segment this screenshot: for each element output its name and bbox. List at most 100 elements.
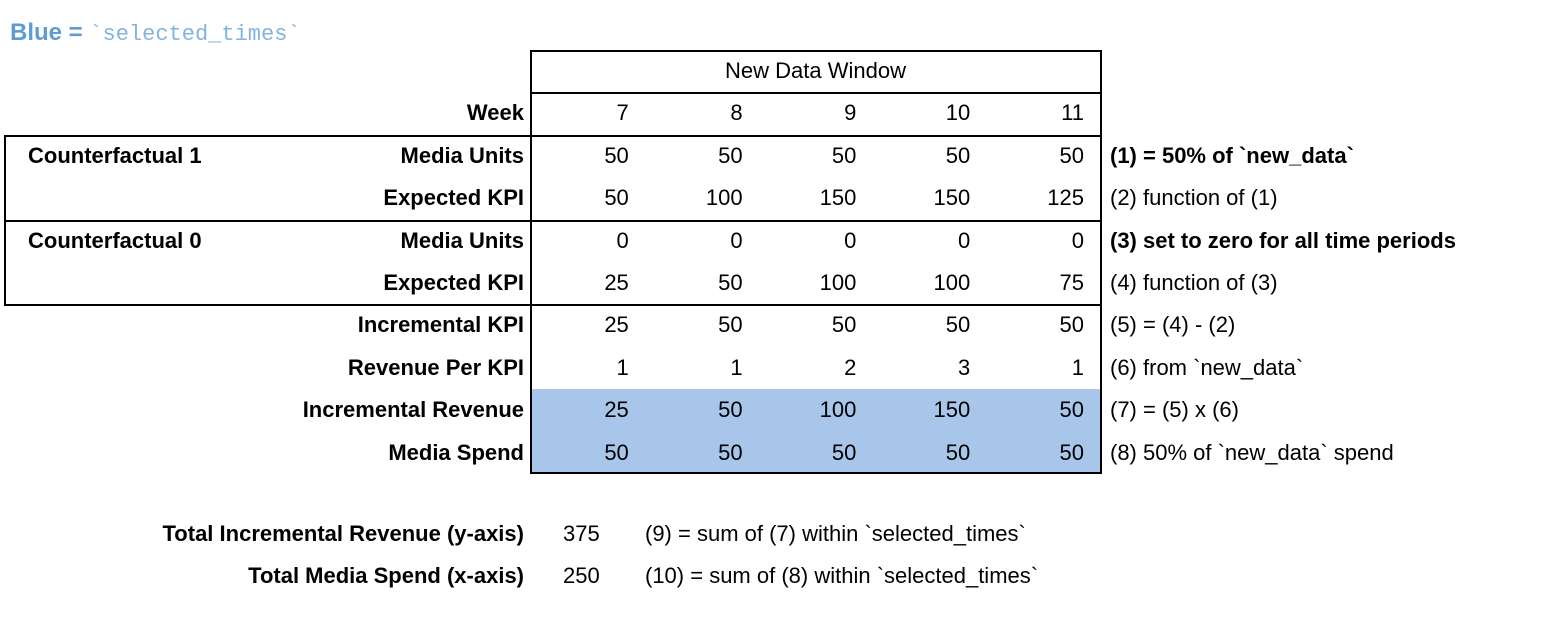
row-label: Incremental Revenue bbox=[302, 397, 524, 423]
table-row: Media Units 50 50 50 50 50 (1) = 50% of `new_d… bbox=[0, 135, 1544, 177]
row-label: Media Units bbox=[400, 227, 524, 253]
cell-value: 50 bbox=[718, 312, 743, 338]
cell-value: 50 bbox=[1059, 397, 1084, 423]
row-label: Revenue Per KPI bbox=[347, 354, 524, 380]
table-row: Expected KPI 25 50 100 100 75 (4) function of … bbox=[0, 262, 1544, 304]
table-line-below-header bbox=[530, 92, 1102, 95]
row-label: Media Units bbox=[400, 142, 524, 168]
total-label: Total Incremental Revenue (y-axis) bbox=[162, 521, 525, 546]
cell-value: 50 bbox=[1059, 312, 1084, 338]
cell-value: 50 bbox=[604, 439, 629, 465]
row-cells: 25 50 50 50 50 bbox=[531, 304, 1100, 346]
total-value: 375 bbox=[563, 521, 600, 546]
group-label-counterfactual-0: Counterfactual 0 bbox=[28, 227, 202, 253]
cell-value: 1 bbox=[1071, 354, 1084, 380]
cell-value: 50 bbox=[1059, 439, 1084, 465]
group-label-counterfactual-1: Counterfactual 1 bbox=[28, 142, 202, 168]
title-code: `selected_times` bbox=[89, 22, 301, 47]
total-note: (9) = sum of (7) within `selected_times` bbox=[645, 521, 1026, 546]
table-row: Expected KPI 50 100 150 150 125 (2) function o… bbox=[0, 177, 1544, 219]
week-cell: 9 bbox=[844, 100, 857, 126]
cell-value: 50 bbox=[831, 312, 857, 338]
row-note: (8) 50% of `new_data` spend bbox=[1110, 439, 1394, 465]
total-value: 250 bbox=[563, 563, 600, 589]
row-cells: 1 1 2 3 1 bbox=[531, 347, 1100, 389]
row-note: (2) function of (1) bbox=[1110, 185, 1278, 211]
table-border-right bbox=[1100, 50, 1102, 474]
week-cell: 10 bbox=[945, 100, 971, 126]
total-label: Total Media Spend (x-axis) bbox=[248, 563, 524, 589]
row-cells: 50 50 50 50 50 bbox=[531, 135, 1100, 177]
cell-value: 50 bbox=[945, 312, 971, 338]
cell-value: 50 bbox=[718, 142, 743, 168]
cell-value: 0 bbox=[844, 227, 857, 253]
title-prefix: Blue = bbox=[10, 19, 90, 46]
row-note: (4) function of (3) bbox=[1110, 270, 1278, 295]
week-cell: 8 bbox=[730, 100, 743, 126]
cell-value: 50 bbox=[831, 439, 857, 465]
row-note: (5) = (4) - (2) bbox=[1110, 312, 1236, 338]
row-cells: 50 50 50 50 50 bbox=[531, 432, 1100, 474]
table-row: Revenue Per KPI 1 1 2 3 1 (6) from `new_data` bbox=[0, 347, 1544, 389]
cell-value: 150 bbox=[933, 185, 971, 211]
row-cells: 0 0 0 0 0 bbox=[531, 220, 1100, 262]
cell-value: 50 bbox=[718, 397, 743, 423]
cell-value: 150 bbox=[819, 185, 857, 211]
week-row: Week 7 8 9 10 11 bbox=[0, 92, 1544, 134]
week-cell: 7 bbox=[616, 100, 629, 126]
cell-value: 3 bbox=[957, 354, 971, 380]
week-cells: 7 8 9 10 11 bbox=[531, 92, 1100, 134]
cell-value: 1 bbox=[616, 354, 629, 380]
cell-value: 50 bbox=[718, 270, 743, 295]
table-line-below-week bbox=[4, 134, 1102, 137]
selected-times-highlight bbox=[532, 389, 1100, 472]
table-line-group-2 bbox=[4, 304, 1102, 307]
cell-value: 0 bbox=[730, 227, 743, 253]
row-note: (3) set to zero for all time periods bbox=[1110, 227, 1456, 253]
row-cells: 25 50 100 100 75 bbox=[531, 262, 1100, 304]
row-note: (1) = 50% of `new_data` bbox=[1110, 142, 1354, 168]
cell-value: 150 bbox=[933, 397, 971, 423]
row-label: Incremental KPI bbox=[357, 312, 524, 338]
cell-value: 125 bbox=[1047, 185, 1084, 211]
table-border-bottom bbox=[530, 472, 1102, 474]
row-label: Media Spend bbox=[388, 439, 524, 465]
table-row: Incremental KPI 25 50 50 50 50 (5) = (4) - (2) bbox=[0, 304, 1544, 346]
cell-value: 50 bbox=[604, 185, 629, 211]
total-note: (10) = sum of (8) within `selected_times… bbox=[645, 563, 1039, 589]
table-row: Incremental Revenue 25 50 100 150 50 (7) = (5)… bbox=[0, 389, 1544, 431]
row-cells: 25 50 100 150 50 bbox=[531, 389, 1100, 431]
cell-value: 25 bbox=[604, 312, 629, 338]
page-title: Blue = `selected_times` bbox=[10, 16, 301, 50]
table-border-left bbox=[530, 50, 532, 474]
cell-value: 50 bbox=[831, 142, 857, 168]
cell-value: 100 bbox=[705, 185, 743, 211]
row-label: Expected KPI bbox=[383, 185, 524, 211]
week-cell: 11 bbox=[1061, 100, 1084, 126]
row-cells: 50 100 150 150 125 bbox=[531, 177, 1100, 219]
row-label: Expected KPI bbox=[383, 270, 524, 295]
table-row: Media Spend 50 50 50 50 50 (8) 50% of `new_dat… bbox=[0, 432, 1544, 474]
cell-value: 25 bbox=[604, 270, 629, 295]
table-row: Media Units 0 0 0 0 0 (3) set to zero for all … bbox=[0, 220, 1544, 262]
cell-value: 2 bbox=[844, 354, 857, 380]
cell-value: 0 bbox=[957, 227, 971, 253]
cell-value: 0 bbox=[616, 227, 629, 253]
cell-value: 100 bbox=[819, 397, 857, 423]
total-row: Total Incremental Revenue (y-axis) 375 (9)… bbox=[0, 513, 1544, 555]
cell-value: 1 bbox=[730, 354, 743, 380]
cell-value: 50 bbox=[945, 142, 971, 168]
cell-value: 75 bbox=[1059, 270, 1084, 295]
counterfactual-box-left-border bbox=[4, 134, 6, 307]
cell-value: 50 bbox=[718, 439, 743, 465]
cell-value: 50 bbox=[604, 142, 629, 168]
cell-value: 25 bbox=[604, 397, 629, 423]
table-header-cell: New Data Window bbox=[725, 58, 906, 83]
cell-value: 0 bbox=[1071, 227, 1084, 253]
cell-value: 50 bbox=[1059, 142, 1084, 168]
table-line-group-1 bbox=[4, 219, 1102, 222]
total-row: Total Media Spend (x-axis) 250 (10) = sum … bbox=[0, 555, 1544, 597]
cell-value: 100 bbox=[819, 270, 857, 295]
table-border-top bbox=[530, 50, 1102, 52]
